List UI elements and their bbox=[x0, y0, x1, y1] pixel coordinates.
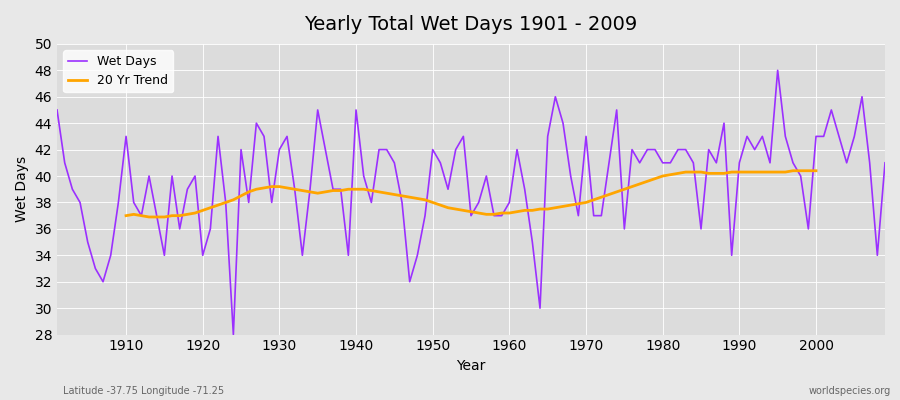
Wet Days bbox=[504, 200, 515, 205]
Text: worldspecies.org: worldspecies.org bbox=[809, 386, 891, 396]
Wet Days bbox=[772, 68, 783, 73]
20 Yr Trend bbox=[289, 187, 300, 192]
Wet Days bbox=[336, 187, 346, 192]
20 Yr Trend bbox=[304, 190, 315, 194]
Wet Days bbox=[228, 332, 238, 337]
Line: Wet Days: Wet Days bbox=[57, 70, 885, 334]
X-axis label: Year: Year bbox=[456, 359, 486, 373]
20 Yr Trend bbox=[212, 203, 223, 208]
20 Yr Trend bbox=[144, 214, 155, 219]
Line: 20 Yr Trend: 20 Yr Trend bbox=[126, 171, 816, 217]
Text: Latitude -37.75 Longitude -71.25: Latitude -37.75 Longitude -71.25 bbox=[63, 386, 224, 396]
20 Yr Trend bbox=[527, 208, 538, 213]
Legend: Wet Days, 20 Yr Trend: Wet Days, 20 Yr Trend bbox=[63, 50, 173, 92]
Wet Days bbox=[51, 108, 62, 112]
Wet Days bbox=[879, 160, 890, 165]
Wet Days bbox=[511, 147, 522, 152]
Wet Days bbox=[113, 200, 124, 205]
Title: Yearly Total Wet Days 1901 - 2009: Yearly Total Wet Days 1901 - 2009 bbox=[304, 15, 637, 34]
20 Yr Trend bbox=[788, 168, 798, 173]
Y-axis label: Wet Days: Wet Days bbox=[15, 156, 29, 222]
20 Yr Trend bbox=[711, 171, 722, 176]
Wet Days bbox=[289, 187, 300, 192]
20 Yr Trend bbox=[803, 168, 814, 173]
20 Yr Trend bbox=[811, 168, 822, 173]
20 Yr Trend bbox=[121, 213, 131, 218]
Wet Days bbox=[604, 160, 615, 165]
